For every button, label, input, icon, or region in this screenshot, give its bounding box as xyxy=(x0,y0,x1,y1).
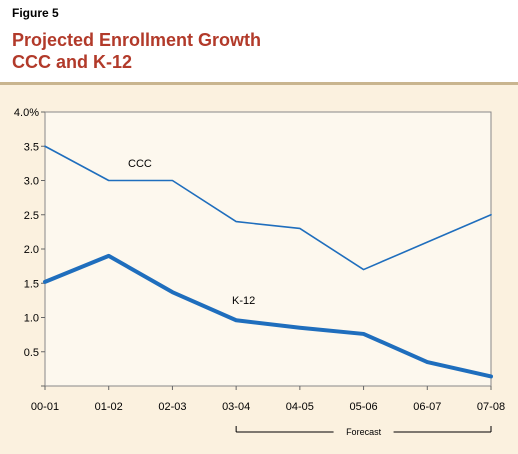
y-tick-label: 3.0 xyxy=(24,176,39,188)
x-tick-label: 00-01 xyxy=(31,401,59,413)
y-tick-label: 3.5 xyxy=(24,141,39,153)
chart-title-line1: Projected Enrollment Growth xyxy=(12,30,262,50)
series-line-ccc xyxy=(44,145,492,271)
x-tick-label: 03-04 xyxy=(222,401,250,413)
y-tick-label: 2.5 xyxy=(24,210,39,222)
y-tick-label: 1.0 xyxy=(24,313,39,325)
figure-header: Figure 5 Projected Enrollment Growth CCC… xyxy=(0,0,518,82)
figure-label: Figure 5 xyxy=(12,6,59,20)
y-tick-label: 0.5 xyxy=(24,347,39,359)
series-line-k-12 xyxy=(43,253,493,379)
x-tick-label: 06-07 xyxy=(413,401,441,413)
x-tick-label: 07-08 xyxy=(477,401,505,413)
plot-area xyxy=(44,111,492,387)
chart-title-line2: CCC and K-12 xyxy=(12,52,133,72)
y-tick-label: 4.0% xyxy=(14,107,39,119)
series-label-k-12: K-12 xyxy=(232,295,255,307)
series-label-ccc: CCC xyxy=(128,158,152,170)
header-divider xyxy=(0,82,518,85)
forecast-label: Forecast xyxy=(346,427,382,437)
x-tick-label: 02-03 xyxy=(158,401,186,413)
x-tick-label: 05-06 xyxy=(350,401,378,413)
line-chart: 0.5 1.0 1.5 2.0 2.5 3.0 3.5 4.0% 00-01 01-02 02-03… xyxy=(14,107,505,437)
x-tick-label: 04-05 xyxy=(286,401,314,413)
y-tick-label: 2.0 xyxy=(24,244,39,256)
y-tick-label: 1.5 xyxy=(24,278,39,290)
x-tick-label: 01-02 xyxy=(95,401,123,413)
